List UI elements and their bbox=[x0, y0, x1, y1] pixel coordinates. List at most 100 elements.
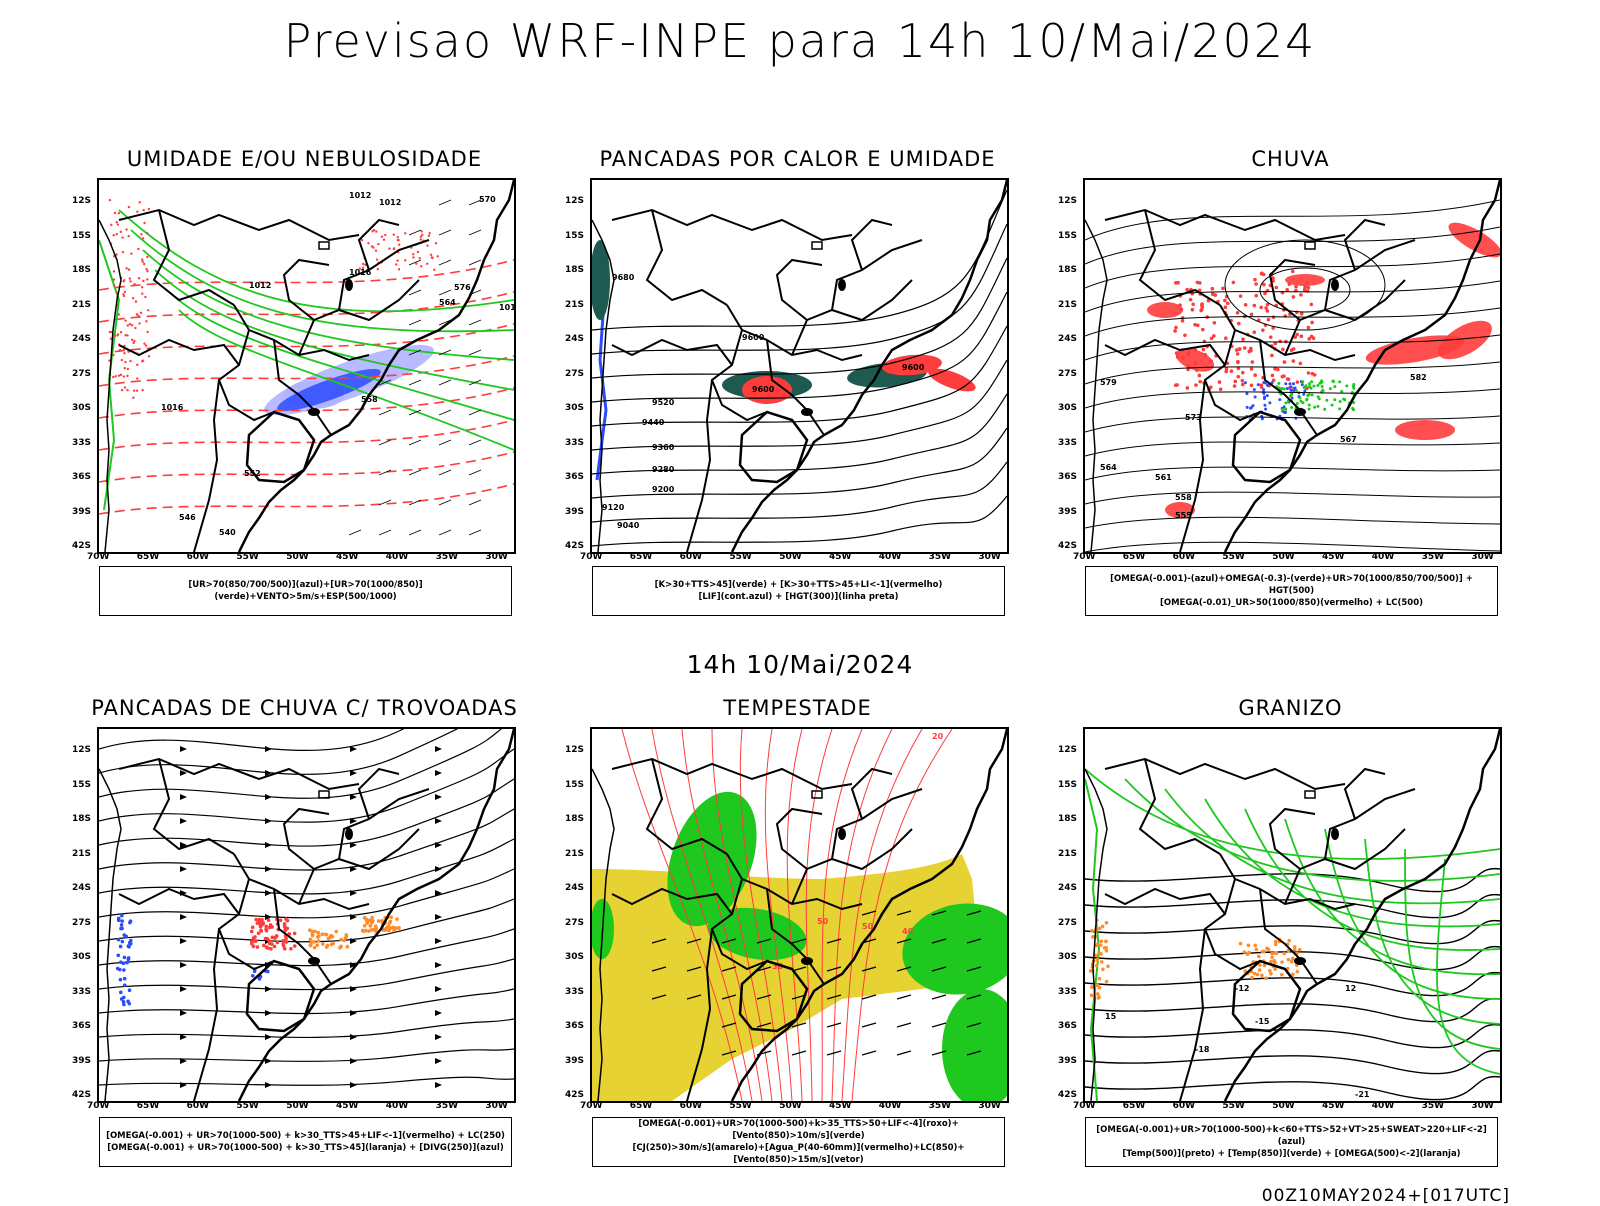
wind-vector bbox=[966, 1022, 982, 1028]
lc-contour bbox=[841, 729, 923, 1101]
country-border bbox=[775, 258, 823, 321]
country-border bbox=[1104, 338, 1226, 366]
panel-title: PANCADAS POR CALOR E UMIDADE bbox=[599, 147, 996, 171]
data-dot bbox=[122, 1002, 126, 1007]
wind-vector bbox=[438, 229, 452, 236]
lat-tick-label: 36S bbox=[1057, 1021, 1077, 1031]
data-dot bbox=[419, 235, 423, 238]
map-panel: 50 40 50 30 20 bbox=[590, 727, 1009, 1103]
data-dot bbox=[119, 373, 123, 377]
lon-tick-label: 35W bbox=[928, 1101, 952, 1111]
map-svg: 1012101210161016101210165765705645585525… bbox=[99, 180, 514, 552]
data-dot bbox=[1303, 285, 1307, 289]
lat-tick-label: 18S bbox=[564, 814, 584, 824]
lat-tick-label: 33S bbox=[564, 986, 584, 997]
country-border bbox=[1179, 379, 1206, 552]
data-dot bbox=[1236, 374, 1241, 379]
lake bbox=[811, 790, 823, 799]
data-dot bbox=[329, 942, 334, 947]
wind-vector bbox=[826, 1050, 842, 1056]
data-dot bbox=[1271, 378, 1276, 383]
rs-border bbox=[245, 959, 316, 1033]
data-dot bbox=[1187, 350, 1191, 355]
lat-tick-label: 33S bbox=[1057, 437, 1077, 448]
data-dot bbox=[1236, 359, 1240, 364]
wind-vector bbox=[408, 349, 422, 356]
data-dot bbox=[1254, 947, 1259, 952]
data-dot bbox=[421, 233, 424, 237]
streamline-arrow bbox=[350, 770, 357, 776]
data-dot bbox=[1249, 383, 1254, 388]
data-dot bbox=[1301, 401, 1305, 405]
data-dot bbox=[1235, 352, 1240, 356]
data-dot bbox=[282, 924, 287, 928]
streamline-arrow bbox=[435, 818, 442, 824]
streamline-arrow bbox=[435, 938, 442, 944]
wind-vector bbox=[896, 1050, 912, 1056]
streamline-arrow bbox=[350, 746, 357, 752]
data-dot bbox=[1174, 351, 1179, 355]
streamline-arrow bbox=[265, 1082, 272, 1088]
lon-tick-label: 45W bbox=[336, 552, 359, 562]
streamline-arrow bbox=[350, 938, 357, 944]
rs-border bbox=[245, 410, 316, 484]
data-dot bbox=[418, 257, 421, 260]
streamline bbox=[99, 898, 514, 943]
data-dot bbox=[1102, 946, 1107, 950]
data-dot bbox=[1352, 382, 1356, 386]
data-dot bbox=[1249, 312, 1254, 317]
contour-label: 555 bbox=[1175, 511, 1192, 520]
wind-vector bbox=[438, 409, 452, 416]
map-panel: -12 -15 -18 -21 12 15 bbox=[1083, 727, 1502, 1103]
coastline bbox=[237, 729, 514, 1101]
data-dot bbox=[1330, 403, 1334, 407]
data-dot bbox=[1338, 380, 1342, 384]
wind-vector bbox=[468, 319, 482, 326]
shaded-area bbox=[707, 907, 807, 961]
data-dot bbox=[1285, 288, 1290, 292]
lat-tick-label: 42S bbox=[564, 541, 584, 551]
data-dot bbox=[1199, 308, 1203, 313]
lake bbox=[1294, 957, 1306, 965]
data-dot bbox=[310, 933, 315, 938]
data-dot bbox=[1345, 384, 1349, 388]
data-dot bbox=[1306, 371, 1311, 375]
data-dot bbox=[1306, 285, 1311, 290]
data-dot bbox=[1268, 335, 1273, 339]
data-dot bbox=[121, 250, 125, 254]
wind-vector bbox=[468, 529, 482, 536]
data-dot bbox=[1279, 387, 1283, 391]
data-dot bbox=[1255, 972, 1260, 977]
data-dot bbox=[120, 389, 124, 392]
data-dot bbox=[1297, 947, 1302, 952]
wind-vector bbox=[651, 966, 667, 972]
data-dot bbox=[124, 360, 127, 364]
lc-contour bbox=[851, 729, 953, 1101]
lon-tick-label: 30W bbox=[978, 552, 1001, 562]
data-dot bbox=[1253, 277, 1257, 282]
data-dot bbox=[1191, 302, 1195, 307]
lat-tick-label: 39S bbox=[1057, 1055, 1077, 1066]
lat-tick-label: 27S bbox=[1057, 368, 1077, 379]
data-dot bbox=[1295, 402, 1299, 406]
data-dot bbox=[312, 940, 317, 944]
data-dot bbox=[1264, 407, 1268, 411]
data-dot bbox=[1245, 952, 1250, 957]
streamline-arrow bbox=[350, 1034, 357, 1040]
lake bbox=[318, 241, 330, 250]
lake bbox=[1331, 279, 1339, 291]
data-dot bbox=[142, 209, 145, 212]
lon-tick-label: 50W bbox=[779, 552, 802, 562]
data-dot bbox=[395, 263, 398, 266]
coastline bbox=[730, 180, 1007, 552]
data-dot bbox=[362, 915, 367, 920]
lat-tick-label: 39S bbox=[564, 506, 584, 517]
lon-tick-label: 35W bbox=[1421, 1101, 1445, 1111]
country-border bbox=[152, 209, 235, 306]
hgt-contour bbox=[592, 461, 1007, 523]
data-dot bbox=[1332, 380, 1336, 384]
wind-vector bbox=[468, 499, 482, 506]
data-dot bbox=[1256, 954, 1261, 959]
streamline bbox=[99, 778, 514, 847]
data-dot bbox=[112, 375, 115, 379]
